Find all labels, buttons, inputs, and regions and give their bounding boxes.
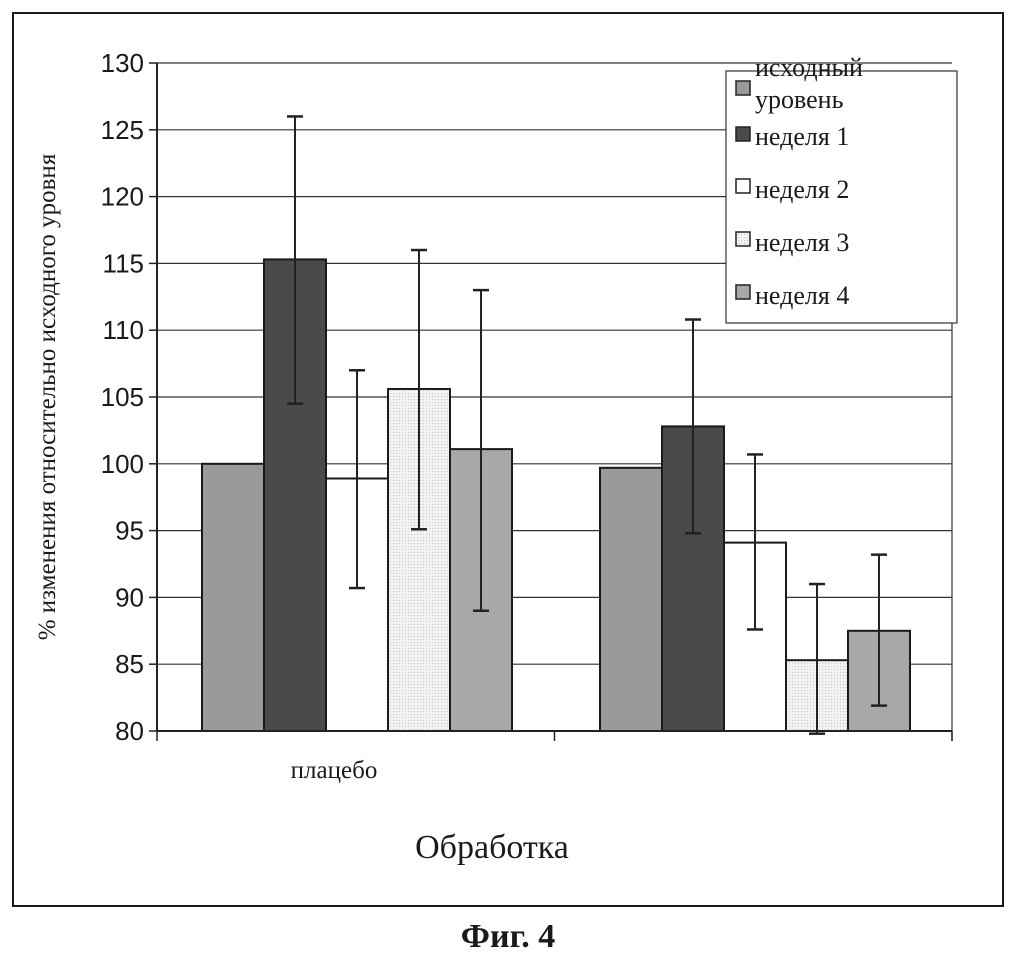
legend-swatch bbox=[735, 231, 751, 247]
y-axis-label: % изменения относительно исходного уровн… bbox=[34, 153, 61, 640]
y-tick-label: 110 bbox=[103, 315, 144, 345]
y-tick-label: 100 bbox=[101, 449, 144, 479]
legend-label: неделя 3 bbox=[755, 228, 849, 257]
legend: исходный уровень неделя 1 неделя 2 неделя 3 н… bbox=[725, 53, 958, 324]
legend-swatch bbox=[735, 80, 751, 96]
legend-label: неделя 1 bbox=[755, 122, 849, 151]
y-tick-labels: 80 85 90 95 100 105 110 115 120 125 130 bbox=[101, 48, 144, 746]
figure-caption: Фиг. 4 bbox=[460, 918, 556, 955]
x-axis-label: Обработка bbox=[415, 829, 569, 866]
legend-label: исходный bbox=[755, 53, 863, 82]
legend-label: неделя 4 bbox=[755, 281, 849, 310]
y-tick-label: 85 bbox=[115, 649, 144, 679]
y-tick-label: 115 bbox=[103, 248, 144, 278]
x-tick-labels: плацебо bbox=[291, 757, 378, 784]
legend-swatch bbox=[735, 126, 751, 142]
y-tick-label: 125 bbox=[101, 115, 144, 145]
bar bbox=[599, 466, 663, 732]
legend-swatch bbox=[735, 178, 751, 194]
legend-box bbox=[725, 70, 958, 324]
y-tick-label: 105 bbox=[101, 382, 144, 412]
bar bbox=[201, 462, 265, 732]
y-tick-label: 95 bbox=[115, 516, 144, 546]
error-bars bbox=[287, 115, 887, 735]
y-tick-label: 120 bbox=[101, 182, 144, 212]
y-tick-label: 90 bbox=[115, 582, 144, 612]
x-tick-label: плацебо bbox=[291, 757, 378, 784]
bars bbox=[201, 258, 911, 733]
legend-label: уровень bbox=[755, 85, 844, 114]
figure-frame bbox=[12, 12, 1004, 907]
y-tick-label: 130 bbox=[101, 48, 144, 78]
legend-swatch bbox=[735, 284, 751, 300]
y-tick-label: 80 bbox=[115, 716, 144, 746]
bar bbox=[723, 541, 787, 733]
legend-label: неделя 2 bbox=[755, 175, 849, 204]
